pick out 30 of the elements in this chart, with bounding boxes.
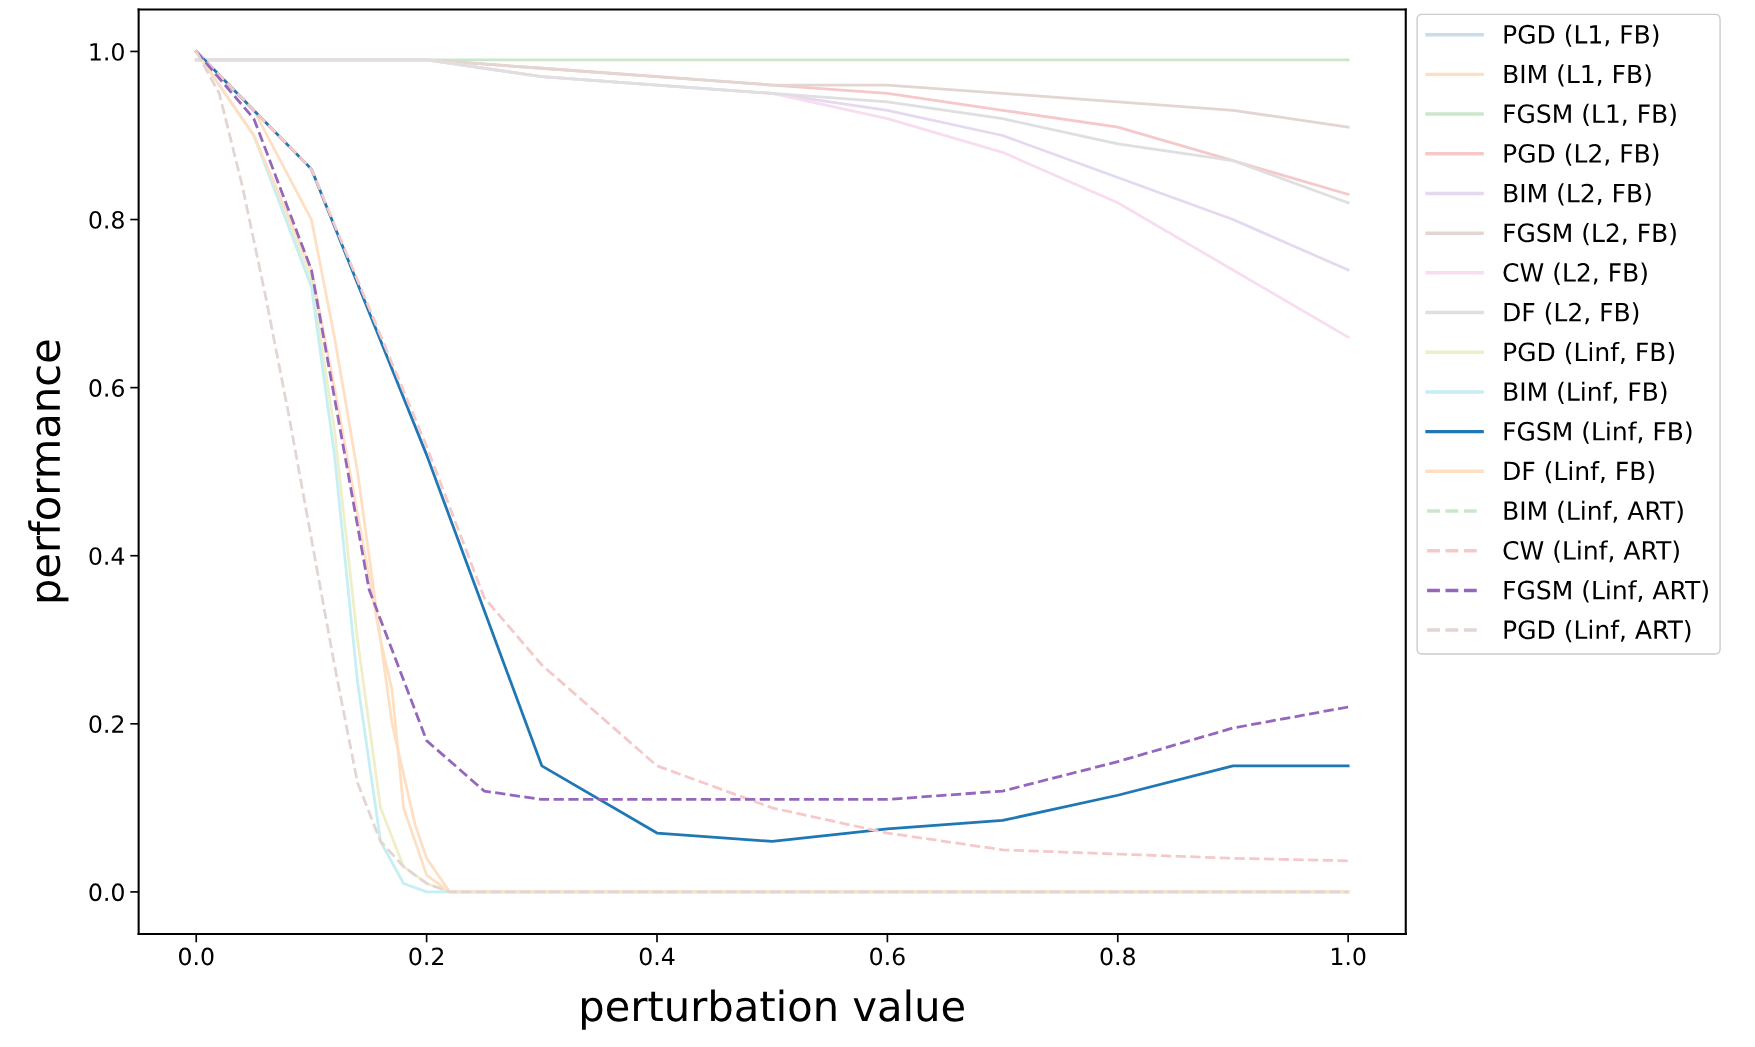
legend-label: BIM (Linf, ART) xyxy=(1504,500,1683,524)
legend-label: FGSM (L2, FB) xyxy=(1504,222,1676,246)
x-axis-title: perturbation value xyxy=(582,989,964,1030)
x-tick-label: 0.4 xyxy=(639,947,675,966)
x-tick-label: 0.6 xyxy=(870,947,905,966)
y-tick-label: 0.8 xyxy=(89,210,124,229)
legend-label: PGD (Linf, FB) xyxy=(1504,341,1675,365)
legend-label: BIM (Linf, FB) xyxy=(1504,381,1667,404)
legend-label: FGSM (Linf, FB) xyxy=(1504,421,1692,444)
y-tick-label: 0.4 xyxy=(89,547,125,566)
legend-label: BIM (L2, FB) xyxy=(1504,183,1651,206)
legend-label: PGD (L2, FB) xyxy=(1504,143,1659,166)
y-tick-label: 0.6 xyxy=(89,379,124,397)
legend-label: PGD (Linf, ART) xyxy=(1504,619,1691,643)
x-tick-label: 0.2 xyxy=(409,947,444,966)
legend-label: FGSM (Linf, ART) xyxy=(1504,580,1708,603)
legend-label: DF (Linf, FB) xyxy=(1504,461,1654,484)
x-tick-label: 0.8 xyxy=(1100,947,1135,966)
y-tick-label: 1.0 xyxy=(90,42,124,61)
legend-label: FGSM (L1, FB) xyxy=(1504,103,1676,127)
legend-label: PGD (L1, FB) xyxy=(1504,24,1659,47)
legend-label: DF (L2, FB) xyxy=(1504,302,1639,325)
y-tick-label: 0.2 xyxy=(89,715,124,734)
legend-label: CW (Linf, ART) xyxy=(1503,540,1679,563)
x-tick-label: 0.0 xyxy=(179,947,214,966)
legend-label: CW (L2, FB) xyxy=(1503,262,1647,285)
x-tick-label: 1.0 xyxy=(1331,947,1366,966)
y-tick-label: 0.0 xyxy=(89,883,124,902)
y-axis-title: performance xyxy=(28,340,69,602)
legend-label: BIM (L1, FB) xyxy=(1504,64,1651,87)
